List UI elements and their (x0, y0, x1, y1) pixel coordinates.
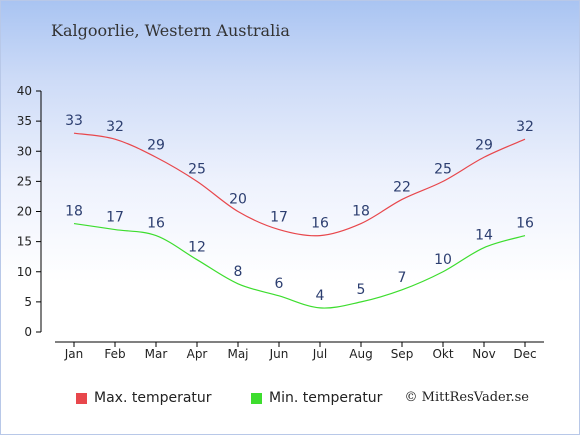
data-label-max: 18 (352, 204, 370, 220)
y-tick-label: 10 (17, 265, 32, 279)
legend-item-min: Min. temperatur (251, 390, 382, 406)
x-tick-label: Sep (391, 347, 414, 361)
data-label-max: 29 (475, 137, 493, 153)
data-label-min: 7 (398, 270, 407, 286)
data-label-min: 5 (357, 282, 366, 298)
y-ticks: 0 5 10 15 20 25 30 35 40 (17, 84, 41, 339)
x-tick-label: Okt (432, 347, 453, 361)
data-label-min: 17 (106, 210, 124, 226)
y-tick-label: 0 (24, 325, 32, 339)
data-label-max: 25 (434, 161, 452, 177)
x-tick-label: Jun (269, 347, 289, 361)
x-tick-label: Jul (312, 347, 327, 361)
data-labels: 33 32 29 25 20 17 16 18 22 25 29 32 18 17 16 12 8 6 4 5 7 10 1… (65, 113, 534, 304)
y-tick-label: 30 (17, 144, 32, 158)
legend-swatch-max (76, 392, 87, 404)
series-line-max (73, 132, 526, 237)
credit-text: © MittResVader.se (404, 390, 529, 405)
data-label-max: 20 (229, 192, 247, 208)
legend-swatch-min (251, 392, 262, 404)
x-tick-label: Nov (472, 347, 495, 361)
x-tick-label: Aug (349, 347, 372, 361)
legend-label-max: Max. temperatur (94, 390, 212, 406)
data-label-max: 33 (65, 113, 83, 129)
x-tick-label: Apr (187, 347, 208, 361)
data-label-min: 16 (516, 216, 534, 232)
chart-title: Kalgoorlie, Western Australia (51, 21, 290, 40)
data-label-min: 6 (275, 276, 284, 292)
data-label-min: 8 (234, 264, 243, 280)
data-label-min: 14 (475, 228, 493, 244)
y-tick-label: 40 (17, 84, 32, 98)
legend-label-min: Min. temperatur (269, 390, 383, 406)
data-label-max: 22 (393, 179, 411, 195)
data-label-max: 16 (311, 216, 329, 232)
series-line-min (73, 222, 526, 309)
y-tick-label: 15 (17, 235, 32, 249)
x-tick-label: Mar (145, 347, 168, 361)
x-tick-label: Feb (104, 347, 125, 361)
data-label-max: 32 (106, 119, 124, 135)
x-tick-label: Maj (227, 347, 248, 361)
legend-item-max: Max. temperatur (76, 390, 212, 406)
y-tick-label: 5 (24, 295, 32, 309)
data-label-min: 16 (147, 216, 165, 232)
y-tick-label: 35 (17, 114, 32, 128)
x-tick-label: Jan (64, 347, 84, 361)
data-label-max: 29 (147, 137, 165, 153)
y-tick-label: 25 (17, 174, 32, 188)
data-label-min: 4 (316, 288, 325, 304)
y-tick-label: 20 (17, 205, 32, 219)
data-label-min: 12 (188, 240, 206, 256)
data-label-max: 17 (270, 210, 288, 226)
x-ticks: Jan Feb Mar Apr Maj Jun Jul Aug Sep Okt Nov Dec (64, 342, 537, 361)
series-lines (73, 132, 526, 309)
data-label-min: 10 (434, 252, 452, 268)
data-label-min: 18 (65, 204, 83, 220)
data-label-max: 32 (516, 119, 534, 135)
x-tick-label: Dec (513, 347, 536, 361)
data-label-max: 25 (188, 161, 206, 177)
